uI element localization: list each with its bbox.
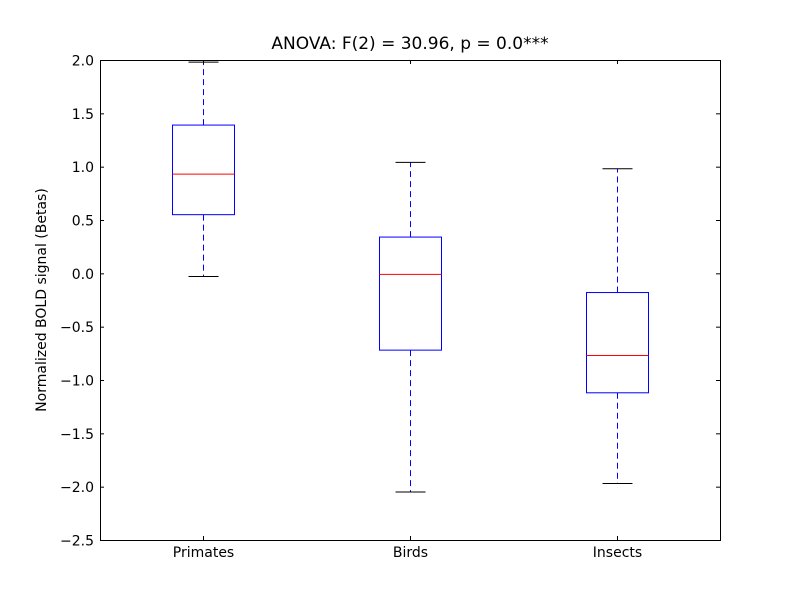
x-tick-label: Insects [593,545,642,561]
box-primates [172,61,235,278]
y-tick-label: 1.0 [72,160,94,176]
y-tick-label: 0.5 [72,214,94,230]
y-tick-label: −0.5 [60,320,94,336]
y-tick-label: −1.0 [60,374,94,390]
y-axis-label: Normalized BOLD signal (Betas) [34,188,50,412]
x-tick-label: Birds [393,545,428,561]
y-tick-label: −2.5 [60,534,94,550]
chart-title: ANOVA: F(2) = 30.96, p = 0.0*** [271,34,548,54]
box-insects [586,168,649,484]
y-tick-label: 0.0 [72,267,94,283]
plot-area-frame [100,60,721,541]
y-tick-label: 2.0 [72,54,94,70]
x-tick-label: Primates [173,545,234,561]
box-birds [379,161,442,493]
iqr-box [586,292,649,394]
iqr-box [379,236,442,351]
y-tick-label: −2.0 [60,480,94,496]
iqr-box [172,124,235,216]
y-tick-label: −1.5 [60,427,94,443]
y-tick-label: 1.5 [72,107,94,123]
